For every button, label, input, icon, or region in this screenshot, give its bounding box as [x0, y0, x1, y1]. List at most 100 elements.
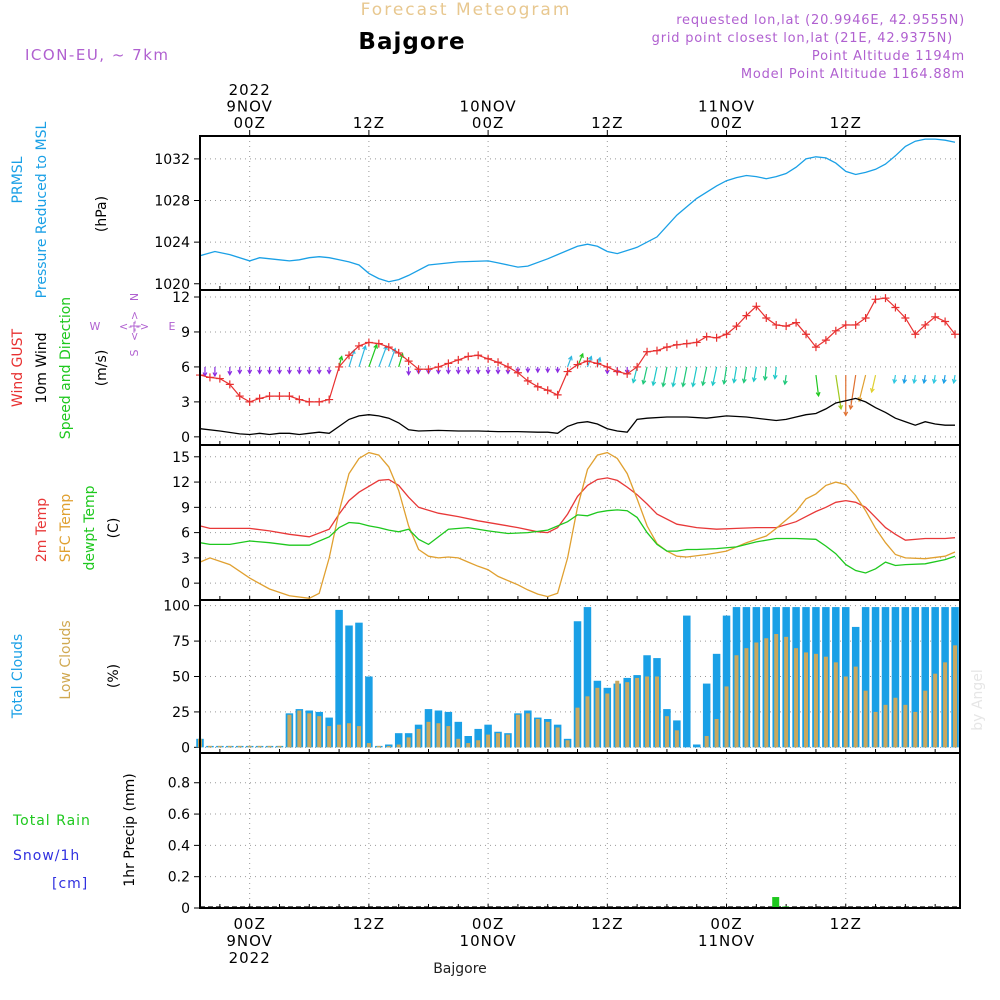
low-cloud-bar: [496, 733, 501, 748]
low-cloud-bar: [307, 713, 312, 748]
low-cloud-bar: [406, 737, 411, 748]
gust-marker: [802, 330, 811, 339]
low-cloud-bar: [893, 697, 898, 748]
y-tick-label: 0: [181, 740, 190, 756]
wind-vector-head: [326, 369, 332, 375]
gust-marker: [831, 326, 840, 335]
gust-marker: [404, 357, 413, 366]
gust-marker: [911, 330, 920, 339]
snow-label: Snow/1h: [13, 848, 80, 864]
wind-vector: [368, 344, 378, 368]
wind-vector-head: [426, 369, 431, 375]
wind-vector: [567, 356, 573, 368]
wind-vector-head: [661, 382, 667, 388]
wind-vector-head: [227, 370, 233, 376]
wind-vector-head: [681, 382, 686, 388]
low-cloud-bar: [217, 745, 222, 748]
wind-vector-head: [296, 369, 302, 375]
wind-vector: [933, 374, 936, 383]
low-cloud-bar: [575, 707, 580, 748]
gust-marker: [613, 367, 622, 376]
gust-marker: [484, 354, 493, 363]
wind-vector: [662, 366, 668, 387]
wind-vector-head: [465, 369, 471, 375]
low-cloud-bar: [287, 714, 292, 748]
product-title: Forecast Meteogram: [361, 0, 572, 20]
wind-vector-head: [338, 355, 344, 361]
dewpt-temp-line: [199, 509, 956, 574]
wind-vector: [682, 366, 688, 387]
clouds-unit: (%): [106, 664, 122, 688]
total-cloud-bar: [712, 653, 721, 748]
low-cloud-bar: [267, 745, 272, 748]
low-cloud-bar: [297, 710, 302, 748]
gust-marker: [503, 362, 512, 371]
gust-marker: [384, 343, 393, 352]
y-tick-label: 0.6: [168, 807, 190, 823]
wind-vector-head: [257, 369, 263, 375]
total-cloud-bar: [683, 615, 691, 748]
low-cloud-bar: [466, 743, 471, 748]
gust-marker: [474, 351, 483, 360]
wind-vector-head: [604, 369, 610, 375]
gust-marker: [951, 330, 960, 339]
compass-north: N: [128, 293, 141, 301]
wind-vector-head: [762, 375, 768, 382]
wind-speed-line: [199, 397, 955, 436]
low-cloud-bar: [386, 745, 391, 748]
low-cloud-bar: [277, 745, 282, 748]
gust-marker: [742, 311, 751, 320]
wind-10m-label: 10m Wind: [34, 332, 50, 403]
low-cloud-bar: [744, 648, 749, 748]
low-cloud-bar: [356, 726, 361, 748]
low-cloud-bar: [923, 690, 928, 748]
total-cloud-bar: [891, 607, 900, 748]
gust-marker: [851, 320, 860, 329]
snow-unit-label: [cm]: [52, 876, 88, 892]
y-tick-label: 12: [172, 475, 190, 491]
wind-vector: [753, 366, 757, 382]
total-cloud-bar: [911, 607, 920, 748]
gust-marker: [364, 338, 373, 347]
low-cloud-bar: [366, 743, 371, 748]
low-cloud-bar: [347, 723, 352, 748]
top-time-label: 10NOV: [460, 98, 517, 116]
low-cloud-bar: [456, 738, 461, 748]
gust-marker: [811, 343, 820, 352]
y-tick-label: 0: [181, 901, 190, 917]
gust-marker: [225, 380, 234, 389]
wind-vector: [903, 374, 906, 383]
point-altitude: Point Altitude 1194m: [812, 49, 965, 64]
wind-vector-head: [237, 369, 243, 375]
y-tick-label: 1028: [154, 194, 190, 210]
gust-marker: [563, 367, 572, 376]
low-cloud-bar: [605, 693, 610, 748]
gust-marker: [543, 386, 552, 395]
wind-vector-head: [782, 380, 788, 386]
low-cloud-bar: [317, 716, 322, 748]
low-cloud-bar: [207, 745, 212, 748]
wind-vector: [871, 374, 877, 393]
total-cloud-bar: [583, 607, 592, 748]
total-cloud-bar: [881, 607, 890, 748]
wind-vector-head: [568, 355, 573, 361]
low-clouds-label: Low Clouds: [58, 620, 74, 699]
low-cloud-bar: [237, 745, 242, 748]
low-cloud-bar: [933, 673, 938, 748]
y-tick-label: 100: [163, 599, 190, 615]
watermark: by Angel: [970, 669, 986, 730]
location-title: Bajgore: [358, 29, 465, 55]
gust-marker: [941, 317, 950, 326]
low-cloud-bar: [545, 721, 550, 748]
low-cloud-bar: [843, 676, 848, 748]
gust-marker: [205, 373, 214, 382]
y-tick-label: 6: [181, 526, 190, 542]
wind-vector: [953, 374, 956, 383]
y-tick-label: 9: [181, 325, 190, 341]
wind-vector-head: [286, 369, 292, 375]
low-cloud-bar: [724, 686, 729, 748]
gust-marker: [235, 392, 244, 401]
low-cloud-bar: [535, 719, 540, 748]
wind-vector-head: [671, 382, 676, 388]
